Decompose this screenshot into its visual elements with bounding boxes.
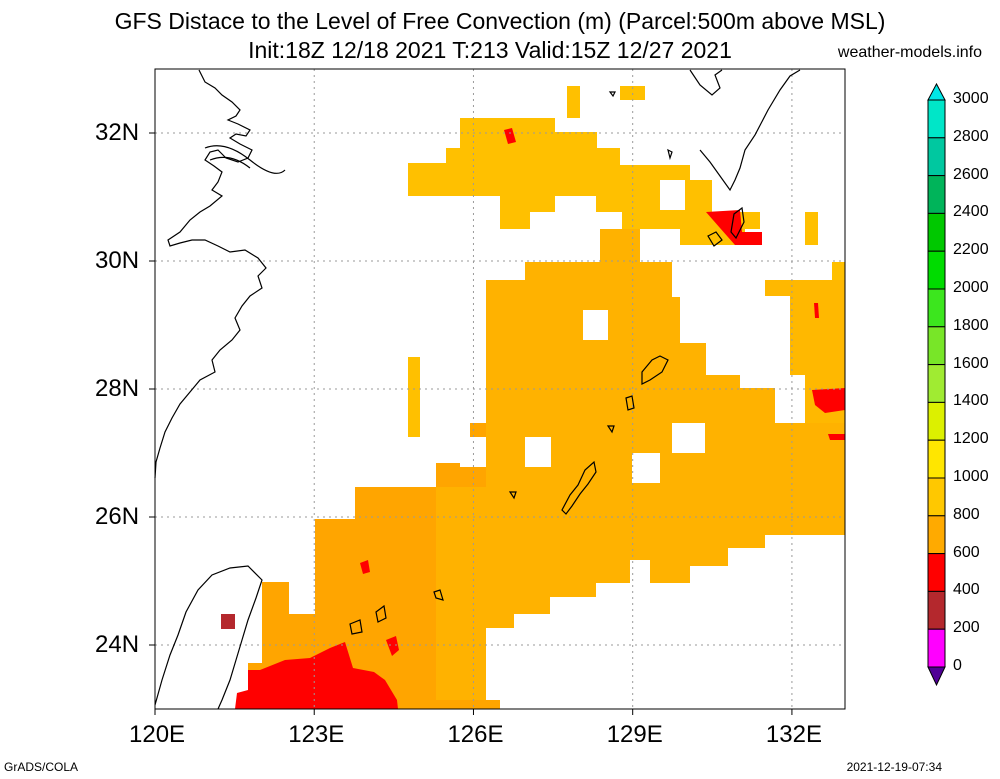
field-region-w-strip (408, 357, 420, 437)
colorbar-label: 2800 (953, 127, 989, 145)
island-ishigaki (375, 604, 387, 623)
colorbar-swatch (927, 628, 946, 668)
field-region-north (408, 118, 760, 245)
colorbar-swatch (927, 137, 946, 177)
field-red-patch (504, 128, 516, 144)
axis-ticks (149, 132, 793, 715)
x-tick-label: 126E (447, 721, 504, 748)
colorbar-swatch (927, 250, 946, 290)
y-tick-label: 26N (95, 503, 140, 530)
colorbar-label: 1800 (953, 316, 989, 334)
x-tick-label: 120E (129, 721, 186, 748)
colorbar-swatch (927, 364, 946, 403)
coast-kyushu (699, 69, 801, 192)
colorbar-label: 1600 (953, 354, 989, 372)
field-region-east-tip (832, 262, 845, 280)
colorbar-swatch (927, 515, 946, 555)
colorbar-swatch (927, 99, 946, 139)
chart-subtitle: Init:18Z 12/18 2021 T:213 Valid:15Z 12/2… (248, 37, 732, 63)
footer-timestamp: 2021-12-19-07:34 (846, 760, 942, 774)
colorbar-swatch (927, 401, 946, 441)
colorbar-label: 0 (953, 657, 962, 674)
island-iriomote (349, 619, 363, 635)
field-red-patch (814, 303, 819, 318)
island-small (508, 491, 517, 500)
field-red-patch (812, 388, 845, 413)
field-gap (525, 437, 551, 467)
coastlines (154, 69, 801, 710)
colorbar-label: 1400 (953, 392, 989, 410)
colorbar-swatch (927, 477, 946, 517)
x-tick-label: 123E (288, 721, 345, 748)
colorbar-arrow-bottom (927, 666, 946, 687)
colorbar-swatch (927, 326, 946, 366)
colorbar-label: 2200 (953, 241, 989, 259)
y-tick-label: 28N (95, 375, 140, 402)
island-small (606, 425, 615, 434)
x-tick-label: 132E (765, 721, 822, 748)
colorbar-swatch (927, 590, 946, 630)
field-region-ne (805, 212, 818, 245)
colorbar-label: 400 (953, 581, 980, 599)
colorbar-label: 1000 (953, 468, 989, 485)
field-gap (583, 310, 608, 340)
field-red-patch (706, 210, 762, 245)
colorbar-label: 600 (953, 543, 980, 561)
footer-credit: GrADS/COLA (4, 760, 79, 774)
island-small (625, 395, 635, 411)
gridlines (155, 69, 845, 709)
island-okinawa (561, 460, 597, 515)
field-red-patch (386, 636, 399, 656)
x-tick-label: 129E (606, 721, 663, 748)
colorbar-label: 2400 (953, 203, 989, 221)
colorbar-label: 800 (953, 505, 980, 523)
island-small (667, 148, 673, 161)
field-brown-patch (221, 614, 235, 629)
colorbar-label: 1200 (953, 430, 989, 448)
colorbar-arrow-top (927, 82, 946, 101)
colorbar-label: 2000 (953, 279, 989, 296)
island-amami (641, 355, 669, 385)
field-region-east (765, 280, 845, 423)
island-tanegashima (730, 206, 745, 240)
colorbar-swatch (927, 553, 946, 592)
field-gap (672, 262, 717, 297)
y-tick-label: 32N (95, 119, 140, 146)
island-miyako (433, 589, 444, 601)
coast-yangtze (204, 145, 286, 174)
island-yakushima (707, 231, 723, 247)
colorbar (927, 82, 946, 687)
coast-taiwan (154, 565, 263, 710)
y-tick-label: 30N (95, 247, 140, 274)
colorbar-swatch (927, 439, 946, 479)
chart-title: GFS Distace to the Level of Free Convect… (114, 8, 886, 34)
colorbar-swatch (927, 212, 946, 252)
field-red-patch (360, 560, 370, 574)
colorbar-label: 200 (953, 619, 980, 637)
field-gap (632, 453, 660, 483)
colorbar-label: 3000 (953, 90, 989, 107)
site-credit: weather-models.info (837, 44, 982, 61)
coast-china (154, 69, 267, 479)
island-small (608, 91, 616, 98)
y-tick-label: 24N (95, 631, 140, 658)
colorbar-swatch (927, 175, 946, 214)
colorbar-swatch (927, 288, 946, 328)
coast-kyushu-2 (689, 69, 723, 96)
field-region-north-2 (567, 86, 580, 118)
field-gap (660, 180, 685, 210)
colorbar-label: 2600 (953, 165, 989, 183)
field-gap (672, 423, 705, 453)
field-red-south (235, 642, 398, 709)
field-red-patch (828, 434, 845, 440)
